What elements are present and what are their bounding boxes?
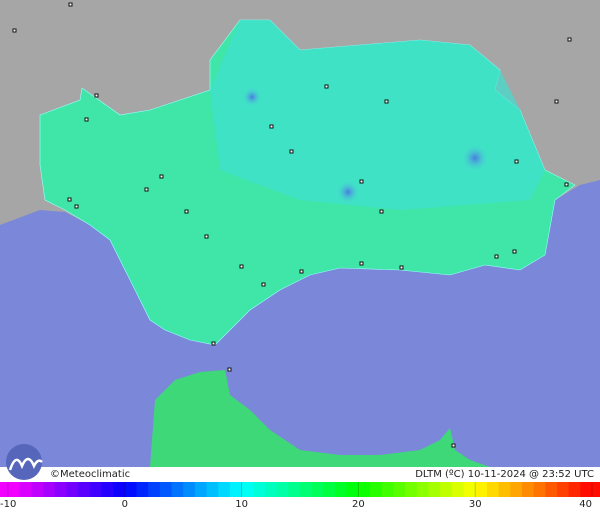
color-scale: -10 0 10 20 30 40 (0, 482, 600, 510)
scale-step (19, 482, 32, 497)
scale-step (66, 482, 79, 497)
scale-step (229, 482, 243, 497)
scale-step (463, 482, 476, 497)
scale-step (159, 482, 173, 497)
scale-step (545, 482, 558, 497)
scale-step (264, 482, 278, 497)
scale-step (206, 482, 219, 497)
scale-step (31, 482, 44, 497)
scale-step (580, 482, 600, 497)
scale-step (358, 482, 371, 497)
scale-step (124, 482, 137, 497)
scale-step (335, 482, 348, 497)
stations (12, 2, 572, 448)
scale-step (101, 482, 114, 497)
cold-spot (242, 87, 262, 107)
scale-step (288, 482, 301, 497)
scale-step (183, 482, 196, 497)
scale-step (568, 482, 581, 497)
scale-step (218, 482, 231, 497)
scale-step (276, 482, 289, 497)
scale-step (510, 482, 523, 497)
scale-tick-label: 0 (122, 499, 128, 510)
scale-step (416, 482, 429, 497)
africa-coast (150, 370, 490, 467)
credit: ©Meteoclimatic (50, 469, 130, 480)
scale-step (78, 482, 91, 497)
scale-step (253, 482, 266, 497)
scale-step (323, 482, 336, 497)
scale-step (393, 482, 406, 497)
scale-step (148, 482, 161, 497)
logo (6, 444, 43, 480)
scale-step (428, 482, 441, 497)
scale-step (556, 482, 570, 497)
scale-step (521, 482, 535, 497)
scale-step (171, 482, 184, 497)
cold-spot (336, 180, 360, 204)
scale-step (241, 482, 254, 497)
scale-step (498, 482, 511, 497)
scale-step (475, 482, 488, 497)
scale-step (370, 482, 383, 497)
scale-step (0, 482, 21, 497)
scale-step (194, 482, 208, 497)
caption-strip (0, 467, 600, 481)
scale-tick-label: 10 (235, 499, 248, 510)
scale-tick-label: 30 (469, 499, 482, 510)
scale-step (300, 482, 313, 497)
scale-tick-label: -10 (0, 499, 16, 510)
scale-step (311, 482, 324, 497)
caption: DLTM (ºC) 10-11-2024 @ 23:52 UTC (415, 469, 594, 480)
scale-step (451, 482, 465, 497)
scale-step (533, 482, 546, 497)
scale-step (113, 482, 126, 497)
scale-step (405, 482, 418, 497)
scale-step (346, 482, 359, 497)
scale-tick-label: 20 (352, 499, 365, 510)
scale-step (486, 482, 500, 497)
scale-tick-label: 40 (579, 499, 592, 510)
scale-step (381, 482, 394, 497)
sea (0, 180, 600, 467)
scale-step (89, 482, 102, 497)
scale-step (43, 482, 56, 497)
scale-step (136, 482, 149, 497)
inland-cooler-area (210, 20, 545, 210)
scale-step (54, 482, 67, 497)
cold-spot (461, 144, 489, 172)
scale-step (440, 482, 453, 497)
